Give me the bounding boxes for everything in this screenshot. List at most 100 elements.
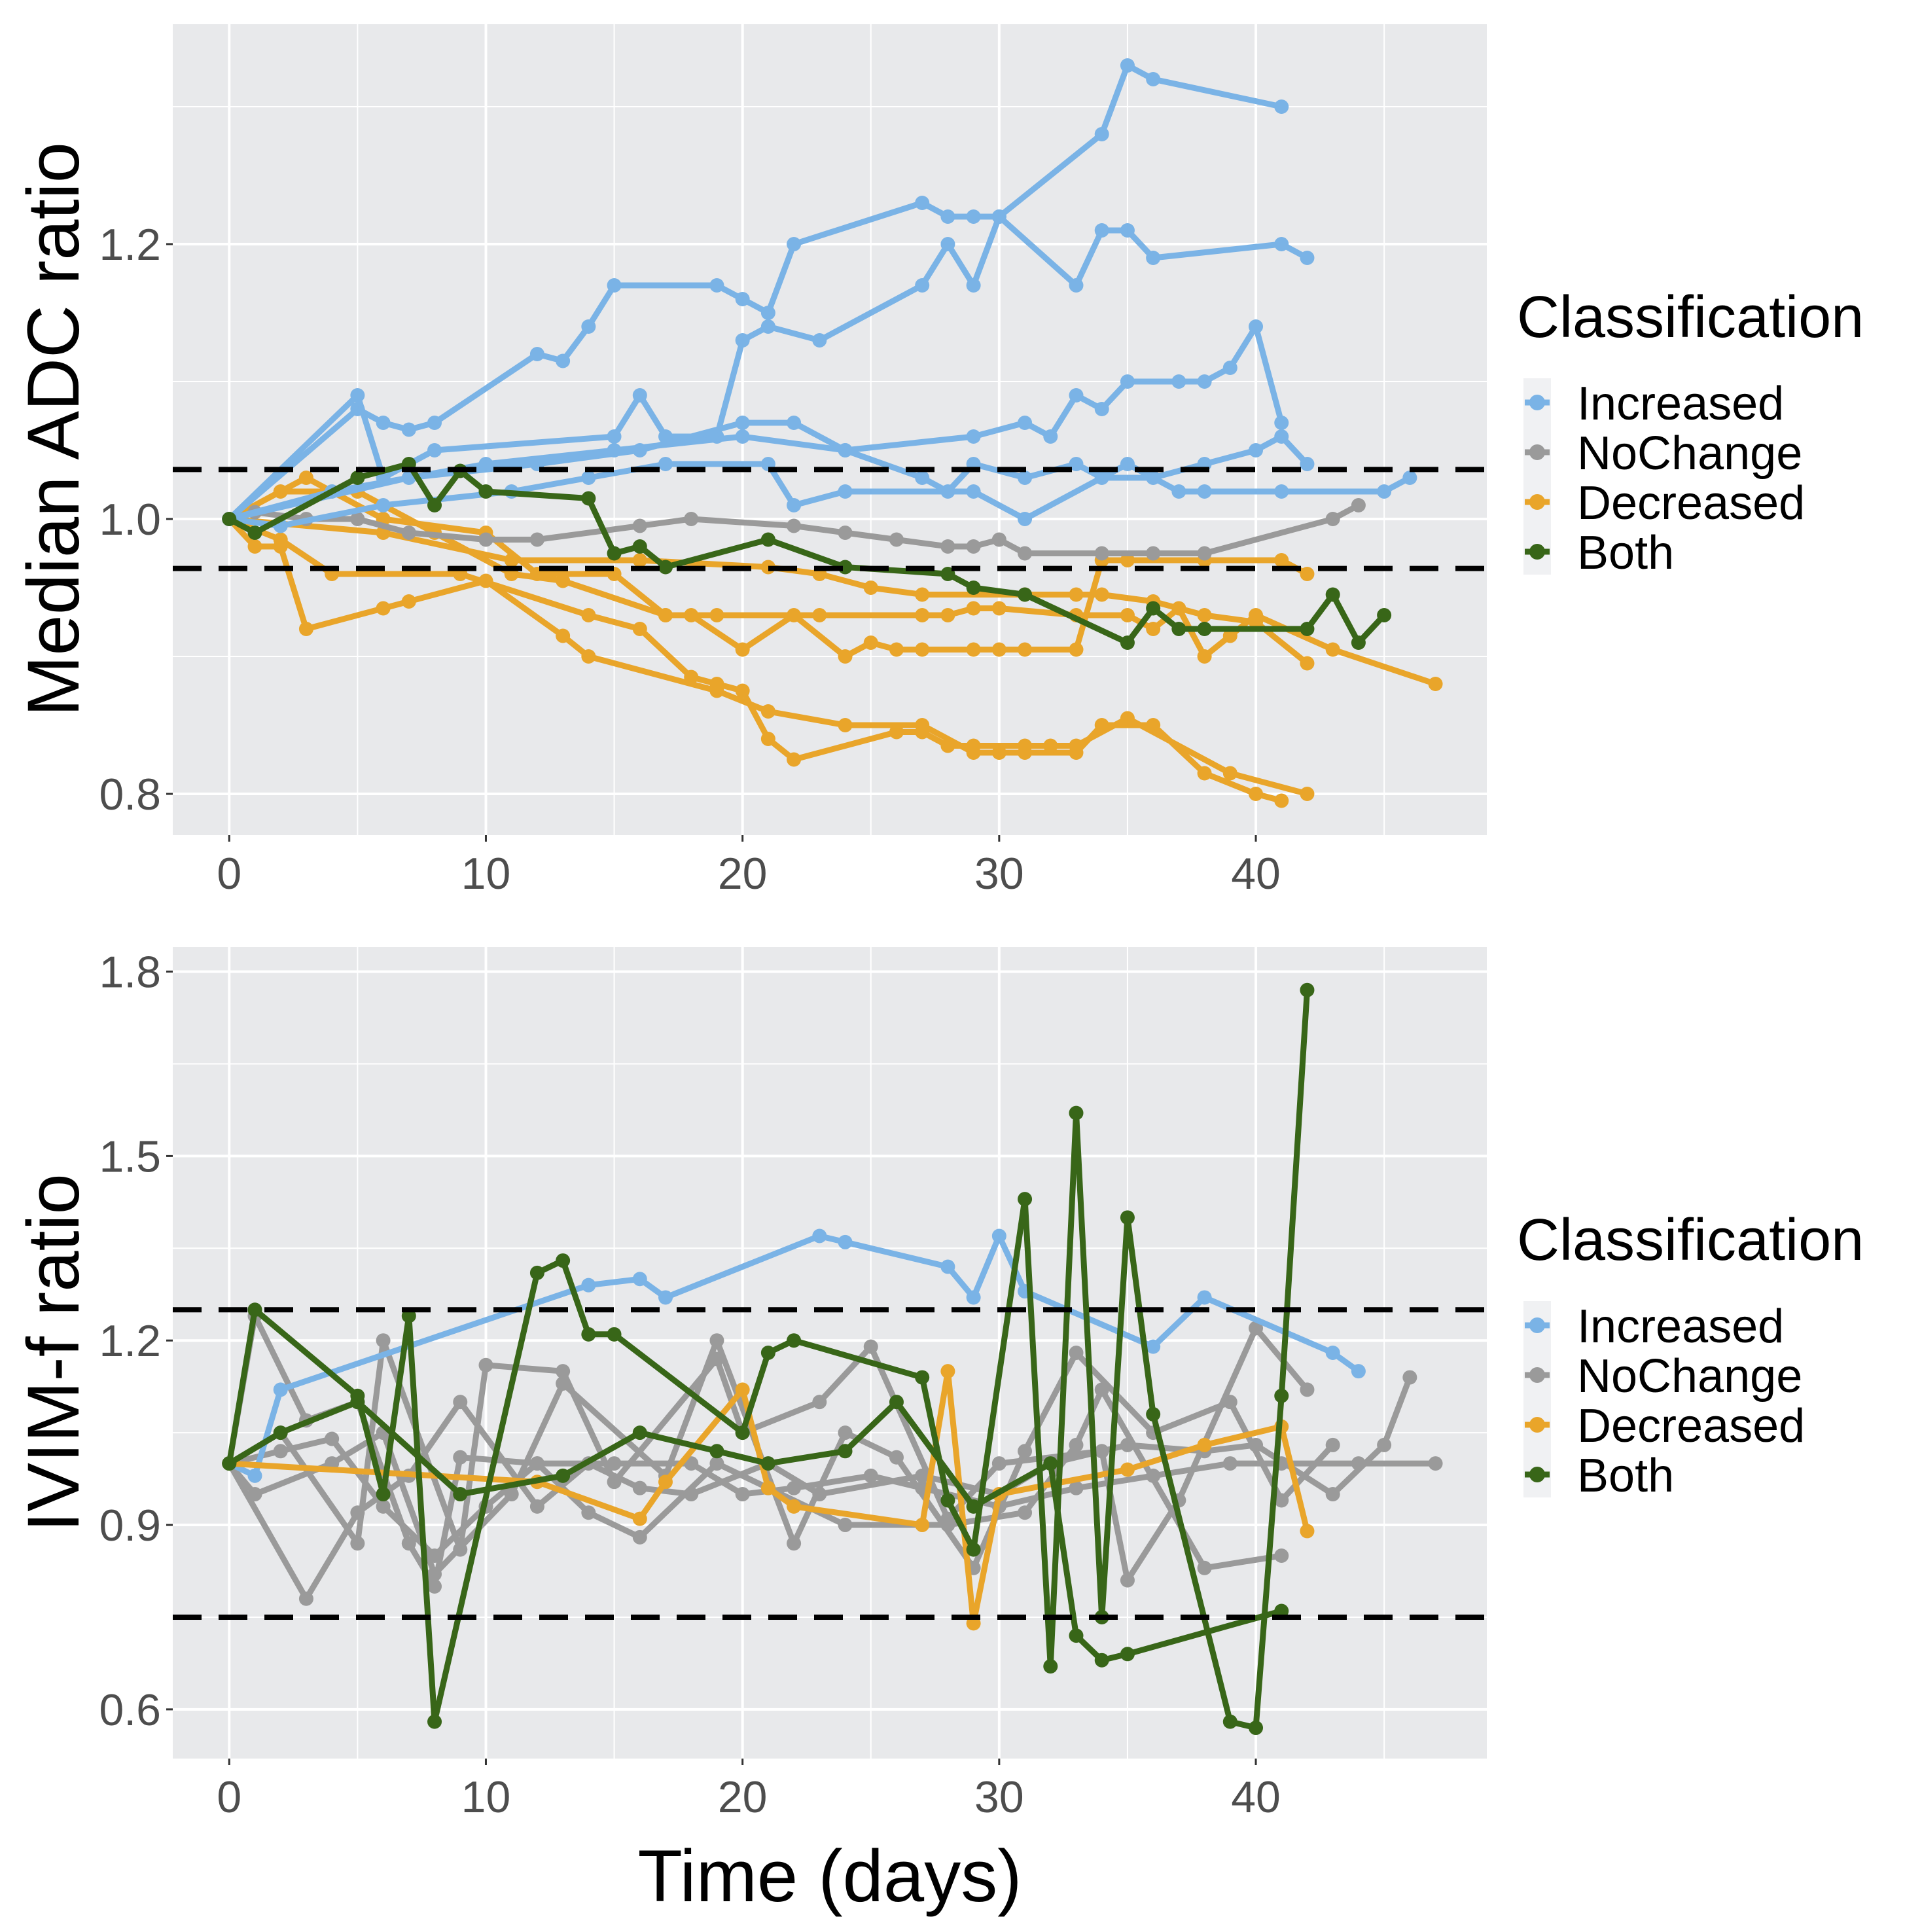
ivim-data-point bbox=[607, 1456, 622, 1471]
adc-data-point bbox=[1325, 512, 1340, 526]
adc-data-point bbox=[1325, 587, 1340, 602]
ivim-y-axis-title: IVIM-f ratio bbox=[12, 1173, 94, 1532]
adc-data-point bbox=[1120, 635, 1135, 650]
adc-data-point bbox=[581, 471, 596, 485]
adc-data-point bbox=[735, 642, 750, 657]
adc-series-increased bbox=[222, 429, 1315, 526]
legend-item-nochange: NoChange bbox=[1525, 427, 1802, 480]
ivim-data-point bbox=[1325, 1346, 1340, 1360]
ivim-data-point bbox=[1402, 1370, 1417, 1385]
adc-data-point bbox=[735, 292, 750, 306]
ivim-data-point bbox=[838, 1518, 853, 1533]
ivim-data-point bbox=[787, 1499, 802, 1514]
adc-data-point bbox=[1171, 484, 1186, 499]
ivim-x-tick-label: 30 bbox=[974, 1772, 1024, 1822]
adc-data-point bbox=[838, 718, 853, 732]
legend-label: NoChange bbox=[1577, 427, 1802, 480]
ivim-data-point bbox=[735, 1487, 750, 1502]
ivim-data-point bbox=[940, 1493, 955, 1508]
adc-data-point bbox=[607, 546, 622, 561]
adc-data-point bbox=[889, 642, 904, 657]
adc-data-point bbox=[1069, 388, 1084, 402]
adc-data-point bbox=[787, 237, 802, 251]
adc-data-point bbox=[632, 553, 647, 567]
ivim-data-point bbox=[709, 1444, 724, 1459]
adc-data-point bbox=[1249, 787, 1264, 801]
adc-data-point bbox=[915, 642, 930, 657]
adc-data-point bbox=[1300, 656, 1315, 671]
adc-x-tick-label: 20 bbox=[718, 849, 768, 899]
adc-data-point bbox=[940, 237, 955, 251]
adc-data-point bbox=[1197, 546, 1212, 561]
adc-x-tick-label: 0 bbox=[217, 849, 241, 899]
ivim-plot: 0 10 20 30 40 0.6 0.9 1.2 1.5 1.8 bbox=[99, 947, 1487, 1822]
adc-data-point bbox=[838, 443, 853, 457]
ivim-data-point bbox=[1069, 1437, 1084, 1452]
adc-data-point bbox=[1146, 251, 1161, 265]
adc-data-point bbox=[940, 738, 955, 753]
adc-data-point bbox=[1069, 587, 1084, 602]
ivim-data-point bbox=[684, 1487, 699, 1502]
adc-data-point bbox=[1120, 223, 1135, 238]
adc-x-tick-label: 30 bbox=[974, 849, 1024, 899]
legend-item-increased: Increased bbox=[1525, 378, 1784, 430]
legend-item-decreased: Decreased bbox=[1525, 1400, 1805, 1452]
adc-data-point bbox=[1274, 237, 1289, 251]
ivim-x-tick-label: 20 bbox=[718, 1772, 768, 1822]
adc-data-point bbox=[1018, 587, 1033, 602]
ivim-data-point bbox=[427, 1579, 442, 1594]
adc-data-point bbox=[1249, 443, 1264, 457]
adc-data-point bbox=[991, 745, 1006, 760]
ivim-series-line bbox=[226, 990, 1310, 1731]
adc-data-point bbox=[1146, 601, 1161, 616]
adc-data-point bbox=[1300, 787, 1315, 801]
adc-data-point bbox=[1120, 711, 1135, 726]
ivim-data-point bbox=[966, 1542, 981, 1557]
adc-y-tick-label: 1.2 bbox=[99, 220, 161, 270]
adc-data-point bbox=[1249, 615, 1264, 630]
adc-x-tick-label: 40 bbox=[1231, 849, 1281, 899]
ivim-data-point bbox=[1069, 1480, 1084, 1495]
adc-data-point bbox=[478, 484, 493, 499]
adc-data-point bbox=[940, 608, 955, 622]
adc-data-point bbox=[1197, 374, 1212, 389]
ivim-data-point bbox=[787, 1333, 802, 1348]
adc-data-point bbox=[427, 498, 442, 512]
legend-title: Classification bbox=[1517, 1208, 1864, 1273]
ivim-data-point bbox=[298, 1591, 313, 1606]
legend-label: NoChange bbox=[1577, 1350, 1802, 1403]
adc-data-point bbox=[760, 306, 775, 320]
adc-data-point bbox=[581, 319, 596, 334]
ivim-data-point bbox=[940, 1259, 955, 1274]
ivim-data-point bbox=[350, 1395, 365, 1410]
ivim-data-point bbox=[607, 1327, 622, 1342]
adc-data-point bbox=[787, 416, 802, 430]
ivim-data-point bbox=[1197, 1437, 1212, 1452]
adc-data-point bbox=[1094, 587, 1109, 602]
ivim-data-point bbox=[1351, 1364, 1366, 1379]
adc-data-point bbox=[1197, 608, 1212, 622]
legend-point-icon bbox=[1529, 1417, 1545, 1433]
adc-data-point bbox=[735, 416, 750, 430]
adc-data-point bbox=[1018, 546, 1033, 561]
ivim-data-point bbox=[1274, 1493, 1289, 1508]
adc-data-point bbox=[376, 416, 391, 430]
adc-data-point bbox=[1146, 546, 1161, 561]
adc-data-point bbox=[1018, 642, 1033, 657]
ivim-data-point bbox=[247, 1302, 262, 1317]
legend-item-nochange: NoChange bbox=[1525, 1350, 1802, 1403]
ivim-data-point bbox=[581, 1327, 596, 1342]
legend-title: Classification bbox=[1517, 285, 1864, 350]
ivim-data-point bbox=[632, 1425, 647, 1440]
adc-data-point bbox=[581, 491, 596, 506]
ivim-data-point bbox=[1222, 1395, 1237, 1410]
ivim-data-point bbox=[1120, 1573, 1135, 1588]
adc-data-point bbox=[1069, 738, 1084, 753]
ivim-data-point bbox=[273, 1382, 288, 1397]
adc-data-point bbox=[1043, 738, 1058, 753]
adc-series-increased bbox=[222, 209, 1315, 526]
ivim-data-point bbox=[1018, 1444, 1033, 1459]
ivim-data-point bbox=[350, 1505, 365, 1520]
adc-data-point bbox=[1300, 457, 1315, 471]
